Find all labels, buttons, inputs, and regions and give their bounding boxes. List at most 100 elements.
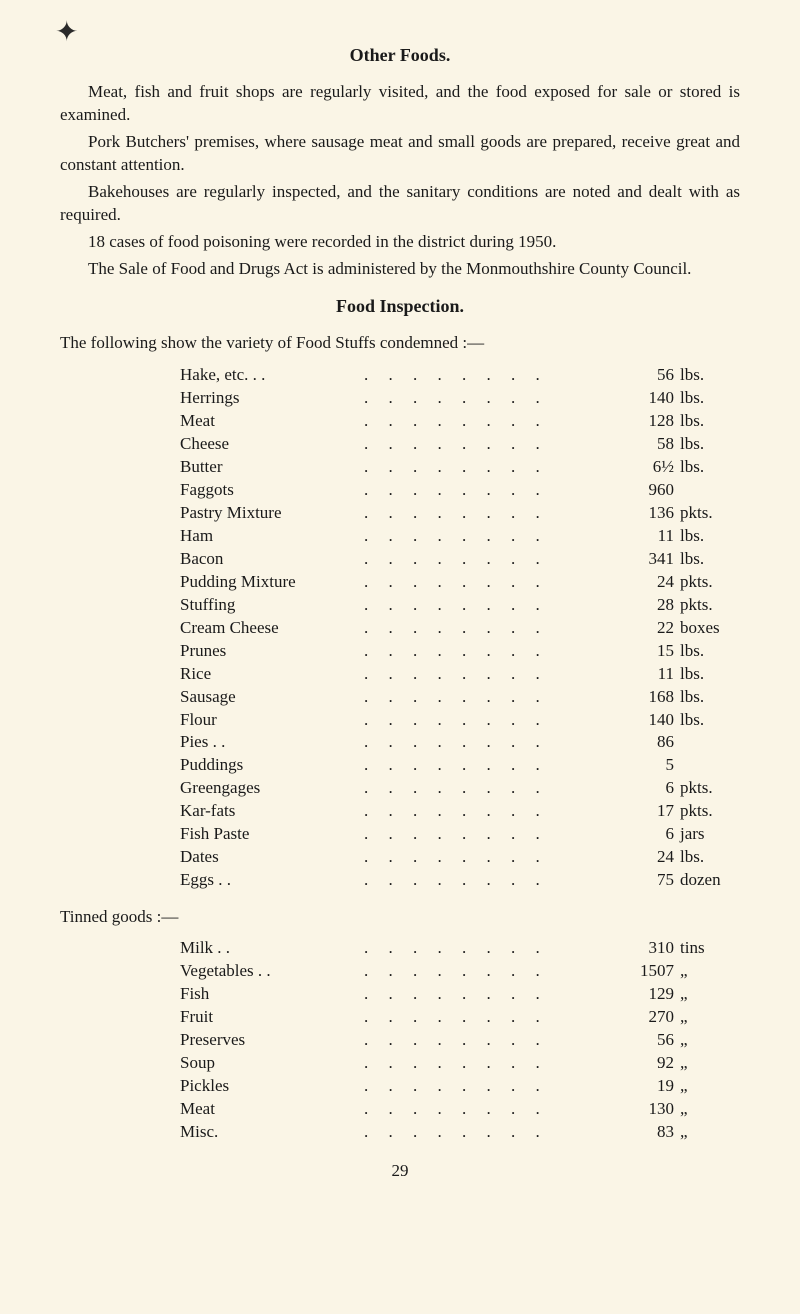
table-row: Prunes. . . . . . . .15lbs.	[180, 640, 740, 663]
row-label: Preserves	[180, 1029, 360, 1052]
table-row: Pastry Mixture. . . . . . . .136pkts.	[180, 502, 740, 525]
row-dots: . . . . . . . .	[360, 846, 614, 869]
row-label: Flour	[180, 709, 360, 732]
row-value: 136	[614, 502, 674, 525]
row-dots: . . . . . . . .	[360, 869, 614, 892]
row-value: 56	[614, 1029, 674, 1052]
table-row: Kar-fats. . . . . . . .17pkts.	[180, 800, 740, 823]
row-unit: pkts.	[674, 502, 740, 525]
row-dots: . . . . . . . .	[360, 1029, 614, 1052]
table-row: Bacon. . . . . . . .341lbs.	[180, 548, 740, 571]
row-value: 6	[614, 777, 674, 800]
row-value: 128	[614, 410, 674, 433]
row-unit: „	[674, 960, 740, 983]
row-unit: tins	[674, 937, 740, 960]
row-label: Vegetables . .	[180, 960, 360, 983]
table-row: Fruit. . . . . . . .270„	[180, 1006, 740, 1029]
row-label: Bacon	[180, 548, 360, 571]
row-unit: „	[674, 1006, 740, 1029]
row-value: 75	[614, 869, 674, 892]
row-dots: . . . . . . . .	[360, 1006, 614, 1029]
row-label: Milk . .	[180, 937, 360, 960]
row-value: 24	[614, 571, 674, 594]
table-row: Sausage. . . . . . . .168lbs.	[180, 686, 740, 709]
row-dots: . . . . . . . .	[360, 800, 614, 823]
row-dots: . . . . . . . .	[360, 364, 614, 387]
table-row: Rice. . . . . . . .11lbs.	[180, 663, 740, 686]
table-row: Meat. . . . . . . .128lbs.	[180, 410, 740, 433]
row-dots: . . . . . . . .	[360, 663, 614, 686]
row-label: Pies . .	[180, 731, 360, 754]
row-unit: lbs.	[674, 387, 740, 410]
table-row: Eggs . .. . . . . . . .75dozen	[180, 869, 740, 892]
row-dots: . . . . . . . .	[360, 456, 614, 479]
table-row: Preserves. . . . . . . .56„	[180, 1029, 740, 1052]
row-value: 140	[614, 387, 674, 410]
row-label: Greengages	[180, 777, 360, 800]
table-row: Milk . .. . . . . . . .310tins	[180, 937, 740, 960]
table-row: Stuffing. . . . . . . .28pkts.	[180, 594, 740, 617]
row-label: Meat	[180, 1098, 360, 1121]
row-dots: . . . . . . . .	[360, 571, 614, 594]
row-value: 11	[614, 663, 674, 686]
row-dots: . . . . . . . .	[360, 525, 614, 548]
row-unit: lbs.	[674, 548, 740, 571]
row-unit: dozen	[674, 869, 740, 892]
row-label: Dates	[180, 846, 360, 869]
food-stuffs-table: Hake, etc. . .. . . . . . . .56lbs.Herri…	[180, 364, 740, 892]
row-label: Soup	[180, 1052, 360, 1075]
row-label: Misc.	[180, 1121, 360, 1144]
page-marker: ✦	[55, 15, 78, 49]
row-unit	[674, 479, 740, 502]
table-row: Pies . .. . . . . . . .86	[180, 731, 740, 754]
page-container: ✦ Other Foods. Meat, fish and fruit shop…	[0, 0, 800, 1211]
row-unit: jars	[674, 823, 740, 846]
row-value: 960	[614, 479, 674, 502]
row-value: 86	[614, 731, 674, 754]
row-dots: . . . . . . . .	[360, 823, 614, 846]
table-row: Fish. . . . . . . .129„	[180, 983, 740, 1006]
row-unit: boxes	[674, 617, 740, 640]
row-label: Kar-fats	[180, 800, 360, 823]
row-dots: . . . . . . . .	[360, 433, 614, 456]
row-label: Fruit	[180, 1006, 360, 1029]
row-dots: . . . . . . . .	[360, 960, 614, 983]
table-row: Pickles. . . . . . . .19„	[180, 1075, 740, 1098]
row-value: 92	[614, 1052, 674, 1075]
row-unit: lbs.	[674, 846, 740, 869]
row-label: Puddings	[180, 754, 360, 777]
row-value: 6	[614, 823, 674, 846]
paragraph-5: The Sale of Food and Drugs Act is admini…	[60, 258, 740, 281]
table-row: Ham. . . . . . . .11lbs.	[180, 525, 740, 548]
row-unit: „	[674, 1121, 740, 1144]
table-row: Butter. . . . . . . .6½lbs.	[180, 456, 740, 479]
row-dots: . . . . . . . .	[360, 686, 614, 709]
row-dots: . . . . . . . .	[360, 640, 614, 663]
row-value: 5	[614, 754, 674, 777]
row-label: Ham	[180, 525, 360, 548]
table-row: Herrings. . . . . . . .140lbs.	[180, 387, 740, 410]
row-unit: „	[674, 1052, 740, 1075]
row-dots: . . . . . . . .	[360, 479, 614, 502]
table-row: Pudding Mixture. . . . . . . .24pkts.	[180, 571, 740, 594]
row-dots: . . . . . . . .	[360, 1052, 614, 1075]
table-row: Flour. . . . . . . .140lbs.	[180, 709, 740, 732]
paragraph-1: Meat, fish and fruit shops are regularly…	[60, 81, 740, 127]
row-dots: . . . . . . . .	[360, 1075, 614, 1098]
row-dots: . . . . . . . .	[360, 983, 614, 1006]
row-value: 17	[614, 800, 674, 823]
row-value: 56	[614, 364, 674, 387]
row-unit: „	[674, 1075, 740, 1098]
row-label: Meat	[180, 410, 360, 433]
row-value: 341	[614, 548, 674, 571]
row-label: Prunes	[180, 640, 360, 663]
row-dots: . . . . . . . .	[360, 731, 614, 754]
row-value: 6½	[614, 456, 674, 479]
row-unit: lbs.	[674, 686, 740, 709]
row-dots: . . . . . . . .	[360, 617, 614, 640]
row-value: 1507	[614, 960, 674, 983]
row-value: 270	[614, 1006, 674, 1029]
table-row: Vegetables . .. . . . . . . .1507„	[180, 960, 740, 983]
row-value: 130	[614, 1098, 674, 1121]
row-unit: „	[674, 983, 740, 1006]
